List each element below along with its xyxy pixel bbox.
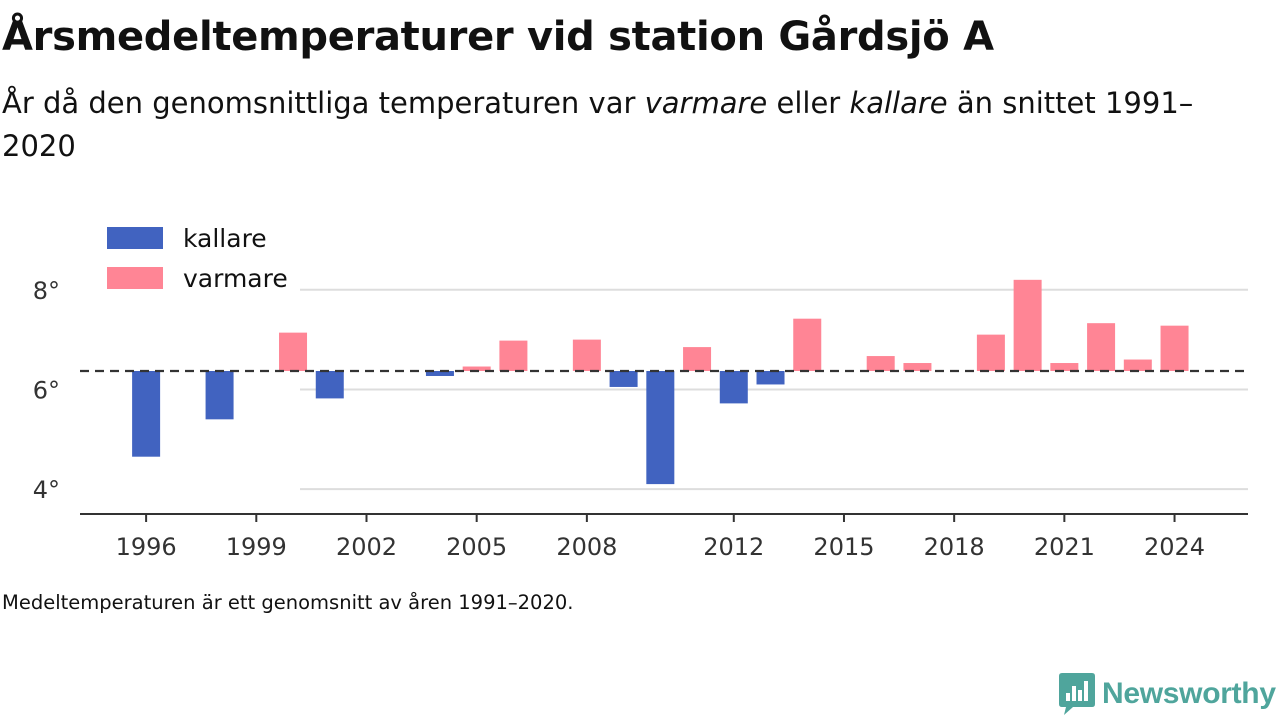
x-tick-label: 2024 (1144, 533, 1205, 561)
bar-cold (609, 371, 638, 387)
bar-warm (1160, 325, 1189, 372)
bar-cold (315, 371, 344, 399)
x-tick-label: 1999 (226, 533, 287, 561)
x-tick-label: 2012 (703, 533, 764, 561)
x-tick-label: 2018 (924, 533, 985, 561)
bar-cold (756, 371, 785, 385)
bar-cold (425, 371, 454, 376)
chart-title: Årsmedeltemperaturer vid station Gårdsjö… (2, 14, 994, 60)
bar-warm (683, 347, 712, 372)
bar-cold (646, 371, 675, 485)
bar-warm (976, 334, 1005, 372)
logo-bar-2 (1072, 686, 1076, 701)
bar-warm (572, 339, 601, 372)
bar-warm (499, 340, 528, 372)
x-tick-label: 2015 (813, 533, 874, 561)
x-tick-label: 2008 (556, 533, 617, 561)
chart-subtitle: År då den genomsnittliga temperaturen va… (2, 82, 1202, 168)
subtitle-warm-word: varmare (644, 86, 768, 120)
subtitle-cold-word: kallare (849, 86, 948, 120)
temperature-bar-chart: 4° 6° 8° 1996 1999 2002 2005 2008 2012 2015 2018 20… (33, 224, 1248, 561)
bar-warm (903, 363, 932, 372)
legend-label-cold: kallare (183, 224, 267, 253)
newsworthy-logo-icon (1059, 673, 1095, 715)
brand-name: Newsworthy (1102, 677, 1276, 710)
legend-label-warm: varmare (183, 264, 288, 293)
logo-bubble (1059, 673, 1095, 715)
bar-cold (132, 371, 161, 457)
logo-bar-1 (1066, 693, 1070, 701)
y-tick-label: 6° (33, 376, 60, 404)
bar-warm (279, 332, 308, 372)
bar-warm (462, 366, 491, 372)
bar-warm (1123, 359, 1152, 372)
subtitle-part-1: År då den genomsnittliga temperaturen va… (2, 86, 645, 120)
bar-warm (1087, 323, 1116, 372)
legend-swatch-warm (107, 267, 163, 289)
x-tick-label: 2021 (1034, 533, 1095, 561)
bar-cold (205, 371, 234, 420)
x-tick-label: 1996 (116, 533, 177, 561)
logo-bar-3 (1078, 690, 1082, 701)
subtitle-part-2: eller (767, 86, 850, 120)
brand: Newsworthy (1058, 672, 1276, 716)
bar-cold (719, 371, 748, 404)
footnote: Medeltemperaturen är ett genomsnitt av å… (2, 591, 574, 614)
bar-warm (793, 318, 822, 372)
bar-warm (1013, 279, 1042, 372)
legend-swatch-cold (107, 227, 163, 249)
x-tick-label: 2002 (336, 533, 397, 561)
logo-bar-4 (1084, 681, 1088, 701)
bar-warm (1050, 363, 1079, 372)
y-tick-label: 4° (33, 476, 60, 504)
bar-warm (866, 356, 895, 372)
y-tick-label: 8° (33, 277, 60, 305)
x-tick-label: 2005 (446, 533, 507, 561)
subtitle-part-3: än snittet 1991–2020 (2, 86, 1194, 163)
